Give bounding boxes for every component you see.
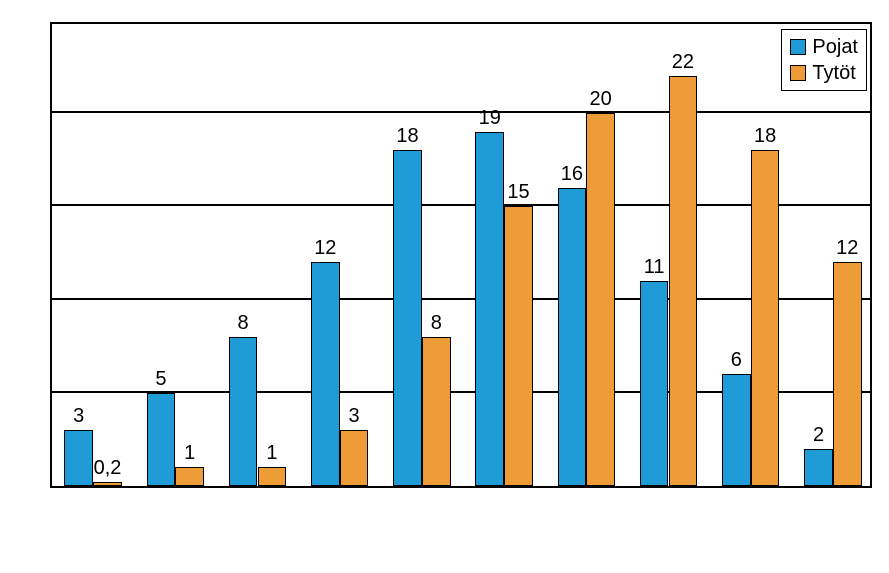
- legend-item: Tytöt: [790, 60, 858, 86]
- gridline: [52, 298, 870, 300]
- bar-value-label: 18: [754, 125, 776, 148]
- bar-value-label: 12: [836, 237, 858, 260]
- bar-value-label: 19: [479, 107, 501, 130]
- bar-value-label: 1: [266, 442, 277, 465]
- bar-tytöt: [340, 430, 369, 486]
- legend-label: Tytöt: [812, 60, 855, 86]
- bar-value-label: 8: [431, 312, 442, 335]
- bar-tytöt: [258, 467, 287, 486]
- bar-value-label: 0,2: [94, 457, 122, 480]
- bar-pojat: [640, 281, 669, 486]
- bar-tytöt: [504, 206, 533, 486]
- bar-pojat: [393, 150, 422, 486]
- bar-pojat: [229, 337, 258, 486]
- bar-tytöt: [175, 467, 204, 486]
- bar-value-label: 11: [644, 256, 665, 279]
- bar-tytöt: [833, 262, 862, 486]
- bar-value-label: 16: [561, 163, 583, 186]
- bar-tytöt: [586, 113, 615, 486]
- gridline: [52, 204, 870, 206]
- bar-value-label: 18: [396, 125, 418, 148]
- bar-value-label: 1: [184, 442, 195, 465]
- legend: PojatTytöt: [781, 29, 867, 91]
- bar-value-label: 15: [507, 181, 529, 204]
- bar-pojat: [804, 449, 833, 486]
- bar-value-label: 20: [590, 88, 612, 111]
- bar-value-label: 2: [813, 424, 824, 447]
- bar-value-label: 22: [672, 51, 694, 74]
- gridline: [52, 111, 870, 113]
- legend-item: Pojat: [790, 34, 858, 60]
- bar-tytöt: [93, 482, 122, 486]
- bar-value-label: 5: [155, 368, 166, 391]
- bar-pojat: [722, 374, 751, 486]
- bar-value-label: 8: [238, 312, 249, 335]
- bar-tytöt: [422, 337, 451, 486]
- bar-tytöt: [669, 76, 698, 486]
- plot-area: 30,25181123188191516201122618212: [50, 22, 872, 488]
- legend-label: Pojat: [812, 34, 858, 60]
- bar-pojat: [558, 188, 587, 486]
- bar-pojat: [64, 430, 93, 486]
- bar-pojat: [475, 132, 504, 486]
- bar-chart: 30,25181123188191516201122618212 PojatTy…: [0, 0, 889, 573]
- bar-pojat: [147, 393, 176, 486]
- bar-value-label: 3: [349, 405, 360, 428]
- legend-swatch: [790, 65, 806, 81]
- bar-value-label: 12: [314, 237, 336, 260]
- bar-pojat: [311, 262, 340, 486]
- bar-tytöt: [751, 150, 780, 486]
- bar-value-label: 3: [73, 405, 84, 428]
- legend-swatch: [790, 39, 806, 55]
- bar-value-label: 6: [731, 349, 742, 372]
